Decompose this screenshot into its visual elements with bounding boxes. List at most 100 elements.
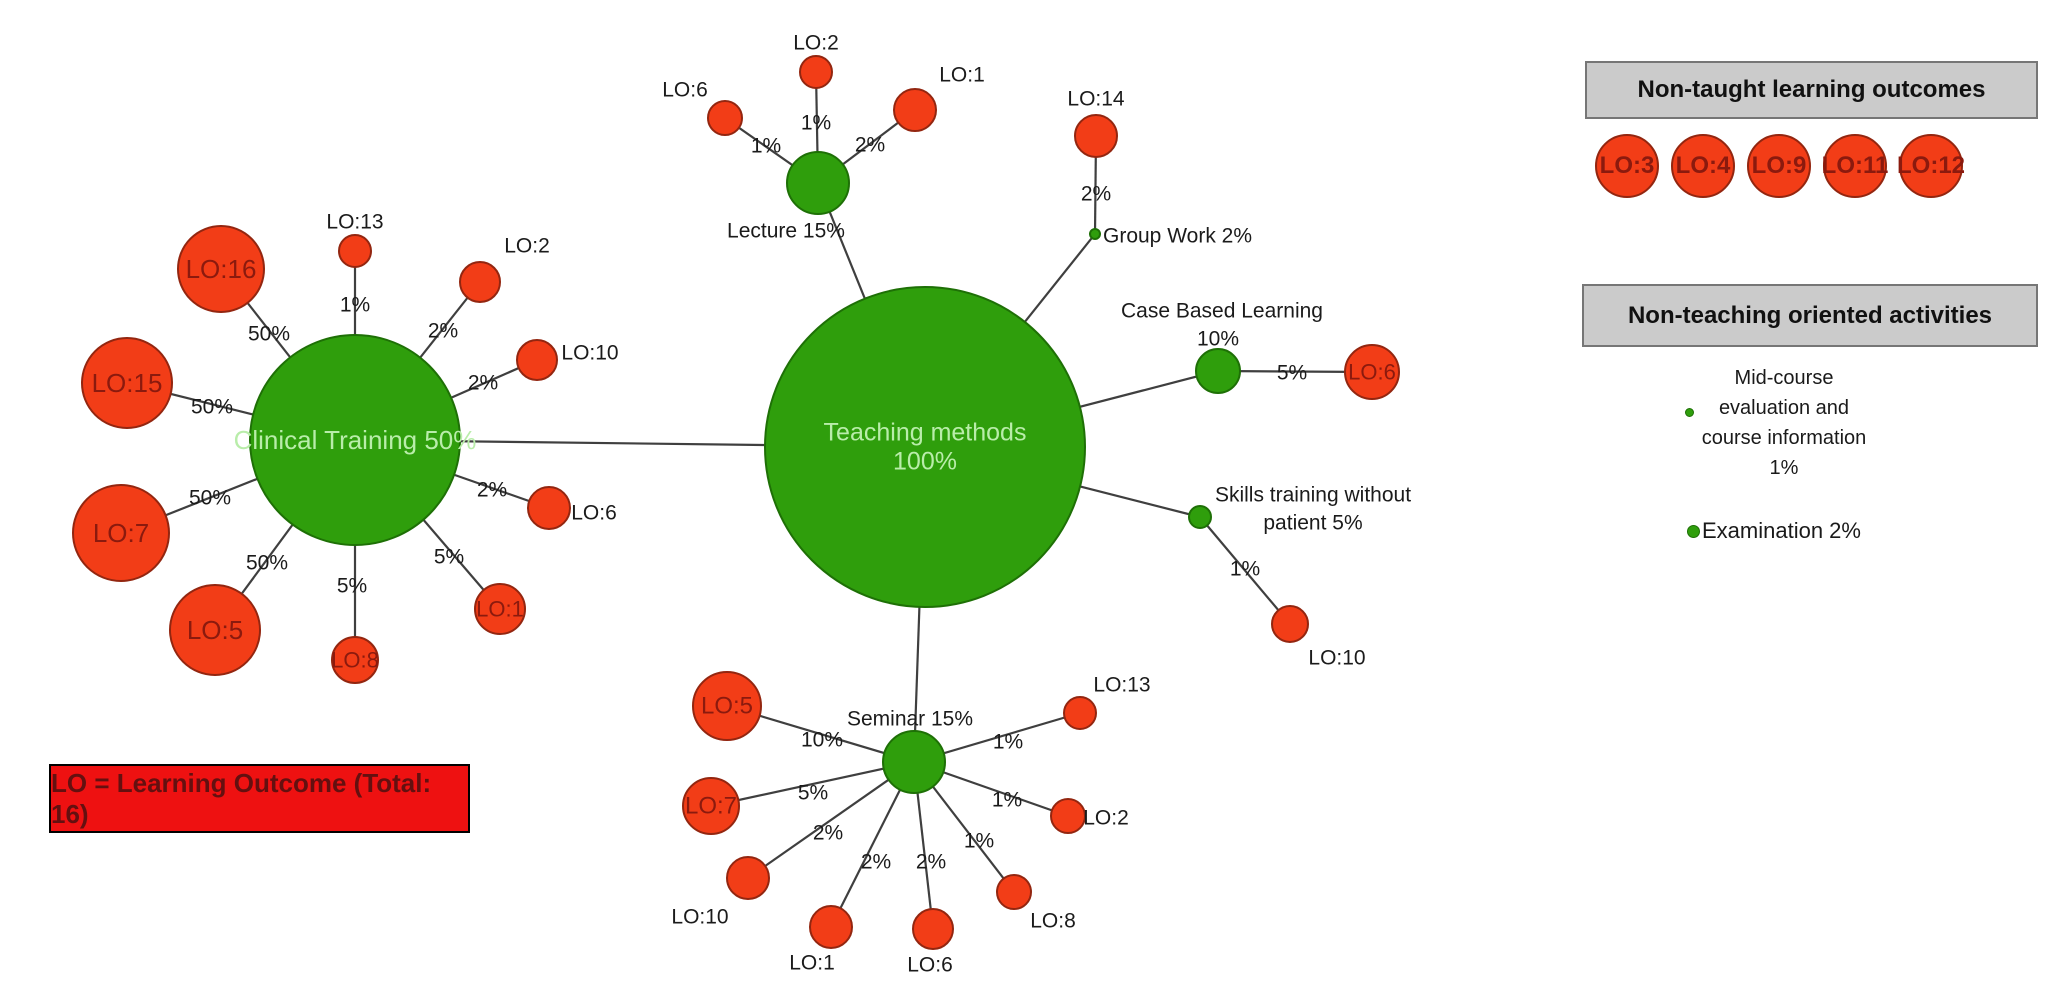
node-groupwork-lo14 xyxy=(1074,114,1118,158)
node-label-teaching-methods: 100% xyxy=(893,448,957,476)
midcourse-activity: Mid-course evaluation and course informa… xyxy=(1659,363,1909,483)
node-clinical-lo10 xyxy=(516,339,558,381)
activity-label-skills-line2: patient 5% xyxy=(1263,512,1362,535)
node-lecture-lo1 xyxy=(893,88,937,132)
node-seminar-lo8 xyxy=(996,874,1032,910)
node-skills-lo10 xyxy=(1271,605,1309,643)
outcome-label-seminar-lo1: LO:1 xyxy=(789,952,835,975)
activity-label-case-based-line1: Case Based Learning xyxy=(1121,300,1323,323)
node-clinical-lo5 xyxy=(169,584,261,676)
node-case-based-learning xyxy=(1195,348,1241,394)
edge-weight-lecture--lecture-lo1: 2% xyxy=(855,134,885,157)
node-lecture-lo2 xyxy=(799,55,833,89)
non-taught-lo12-label: LO:12 xyxy=(1897,152,1966,179)
edge-weight-seminar--seminar-lo13: 1% xyxy=(993,731,1023,754)
activity-label-lecture: Lecture 15% xyxy=(727,220,845,243)
non-taught-panel-header: Non-taught learning outcomes xyxy=(1585,61,2038,119)
edge-weight-clinical-training--clinical-lo16: 50% xyxy=(248,323,290,346)
node-clinical-lo1 xyxy=(474,583,526,635)
non-teaching-panel-header: Non-teaching oriented activities xyxy=(1582,284,2038,347)
edge-weight-clinical-training--clinical-lo5: 50% xyxy=(246,552,288,575)
edge-weight-seminar--seminar-lo2: 1% xyxy=(992,789,1022,812)
node-label-clinical-lo15: LO:15 xyxy=(92,368,163,398)
midcourse-line-2: evaluation and xyxy=(1718,397,1850,419)
node-seminar-lo7 xyxy=(682,777,740,835)
outcome-label-seminar-lo8: LO:8 xyxy=(1030,910,1076,933)
midcourse-line-1: Mid-course xyxy=(1734,367,1834,389)
node-lecture xyxy=(786,151,850,215)
outcome-label-seminar-lo13: LO:13 xyxy=(1093,674,1150,697)
midcourse-dot-icon xyxy=(1685,408,1694,417)
edge-seminar--seminar-lo7 xyxy=(710,760,915,808)
examination-dot-icon xyxy=(1687,524,1700,538)
node-label-clinical-lo8: LO:8 xyxy=(331,648,379,673)
edge-weight-clinical-training--clinical-lo1: 5% xyxy=(434,546,464,569)
non-taught-lo4-label: LO:4 xyxy=(1675,152,1731,179)
outcome-label-seminar-lo2: LO:2 xyxy=(1083,807,1129,830)
outcome-label-skills-lo10: LO:10 xyxy=(1308,647,1365,670)
midcourse-line-4: 1% xyxy=(1769,457,1799,479)
midcourse-line-3: course information xyxy=(1701,427,1867,449)
node-seminar xyxy=(882,730,946,794)
examination-activity: Examination 2% xyxy=(1687,518,1861,544)
edge-skills-training-dot--skills-lo10 xyxy=(1199,516,1291,625)
outcome-label-seminar-lo10: LO:10 xyxy=(671,906,728,929)
outcome-label-lecture-lo1: LO:1 xyxy=(939,64,985,87)
non-taught-lo9-node: LO:9 xyxy=(1747,134,1811,198)
node-seminar-lo1 xyxy=(809,905,853,949)
node-clinical-lo7 xyxy=(72,484,170,582)
outcome-label-clinical-lo13: LO:13 xyxy=(326,211,383,234)
edge-weight-seminar--seminar-lo1: 2% xyxy=(861,851,891,874)
node-seminar-lo5 xyxy=(692,671,762,741)
node-clinical-lo16 xyxy=(177,225,265,313)
non-taught-lo11-node: LO:11 xyxy=(1821,134,1889,198)
node-teaching-methods xyxy=(764,286,1086,608)
node-cbl-lo6 xyxy=(1344,344,1400,400)
node-seminar-lo10 xyxy=(726,856,770,900)
legend-text: LO = Learning Outcome (Total: 16) xyxy=(51,767,432,829)
non-taught-outcomes-row: LO:3 LO:4 LO:9 LO:11 LO:12 xyxy=(1595,134,1966,198)
node-label-clinical-lo16: LO:16 xyxy=(186,254,257,284)
non-taught-lo9-label: LO:9 xyxy=(1751,152,1807,179)
node-label-seminar-lo5: LO:5 xyxy=(701,693,753,720)
node-label-teaching-methods: Teaching methods xyxy=(824,419,1027,447)
edge-weight-lecture--lecture-lo6: 1% xyxy=(751,135,781,158)
edge-weight-clinical-training--clinical-lo15: 50% xyxy=(191,396,233,419)
edge-weight-seminar--seminar-lo8: 1% xyxy=(964,830,994,853)
non-taught-lo12-node: LO:12 xyxy=(1897,134,1966,198)
node-label-clinical-training: Clinical Training 50% xyxy=(234,425,477,455)
edge-weight-clinical-training--clinical-lo2: 2% xyxy=(428,320,458,343)
node-skills-training-dot xyxy=(1188,505,1212,529)
node-label-clinical-lo5: LO:5 xyxy=(187,615,243,645)
outcome-label-lecture-lo6: LO:6 xyxy=(662,79,708,102)
edge-weight-case-based-learning--cbl-lo6: 5% xyxy=(1277,362,1307,385)
node-clinical-lo15 xyxy=(81,337,173,429)
edge-weight-lecture--lecture-lo2: 1% xyxy=(801,112,831,135)
node-label-clinical-lo1: LO:1 xyxy=(476,597,524,622)
non-taught-lo4-node: LO:4 xyxy=(1671,134,1735,198)
outcome-label-lecture-lo2: LO:2 xyxy=(793,32,839,55)
non-taught-panel-title: Non-taught learning outcomes xyxy=(1637,76,1986,103)
activity-label-case-based-line2: 10% xyxy=(1197,328,1239,351)
non-taught-lo3-label: LO:3 xyxy=(1599,152,1655,179)
edge-weight-seminar--seminar-lo6: 2% xyxy=(916,851,946,874)
activity-label-group-work: Group Work 2% xyxy=(1103,225,1252,248)
node-seminar-lo6 xyxy=(912,908,954,950)
outcome-label-clinical-lo6: LO:6 xyxy=(571,502,617,525)
node-group-work-dot xyxy=(1089,228,1101,240)
edge-weight-clinical-training--clinical-lo8: 5% xyxy=(337,575,367,598)
outcome-label-clinical-lo2: LO:2 xyxy=(504,235,550,258)
activity-label-seminar: Seminar 15% xyxy=(847,708,973,731)
node-clinical-lo6 xyxy=(527,486,571,530)
edge-weight-seminar--seminar-lo7: 5% xyxy=(798,782,828,805)
outcome-label-seminar-lo6: LO:6 xyxy=(907,954,953,977)
edge-seminar--seminar-lo10 xyxy=(747,761,915,879)
node-clinical-lo8 xyxy=(331,636,379,684)
node-label-cbl-lo6: LO:6 xyxy=(1348,360,1396,385)
node-label-clinical-lo7: LO:7 xyxy=(93,518,149,548)
node-clinical-lo2 xyxy=(459,261,501,303)
non-taught-lo11-label: LO:11 xyxy=(1821,152,1889,179)
edge-weight-clinical-training--clinical-lo13: 1% xyxy=(340,294,370,317)
